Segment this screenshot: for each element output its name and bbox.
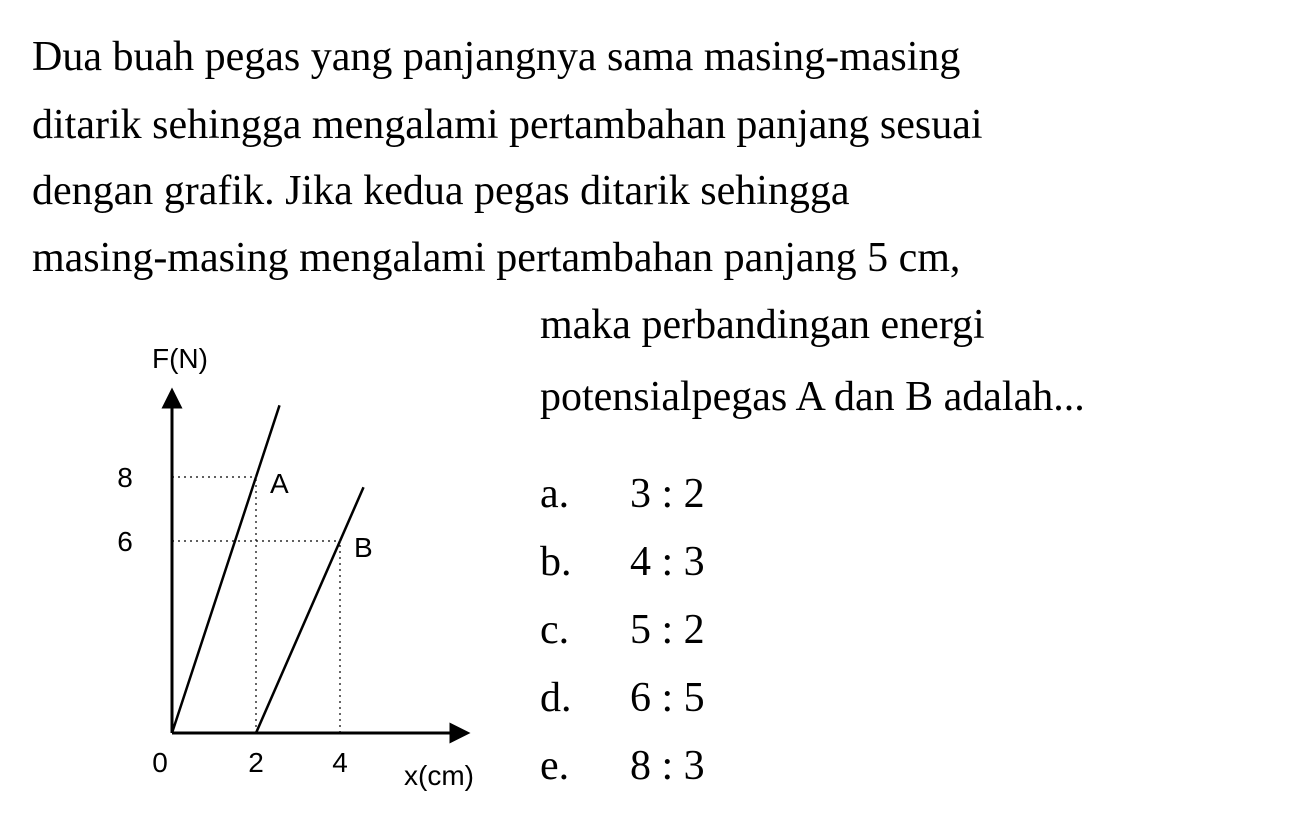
spring-line — [254, 540, 342, 734]
spring-line-extension — [338, 486, 365, 542]
x-tick-label: 4 — [332, 747, 348, 778]
option-text: 6 : 5 — [630, 675, 705, 721]
question-line: dengan grafik. Jika kedua pegas ditarik … — [32, 168, 850, 214]
x-axis-label: x(cm) — [404, 760, 474, 791]
line-label: A — [270, 468, 289, 499]
option-letter: e. — [540, 743, 569, 789]
line-label: B — [354, 532, 373, 563]
question-line: potensialpegas A dan B adalah... — [540, 374, 1085, 420]
option-letter: d. — [540, 675, 572, 721]
spring-line-extension — [254, 404, 281, 478]
y-tick-label: 6 — [117, 526, 133, 557]
option-text: 8 : 3 — [630, 743, 705, 789]
question-line: maka perbandingan energi — [540, 302, 985, 348]
option-letter: c. — [540, 607, 569, 653]
option-text: 3 : 2 — [630, 471, 705, 517]
option-letter: a. — [540, 471, 569, 517]
x-tick-label: 0 — [152, 747, 168, 778]
y-axis-label: F(N) — [152, 343, 208, 374]
question-line: ditarik sehingga mengalami pertambahan p… — [32, 102, 983, 148]
option-text: 5 : 2 — [630, 607, 705, 653]
question-line: Dua buah pegas yang panjangnya sama masi… — [32, 34, 960, 80]
y-tick-label: 8 — [117, 462, 133, 493]
question-line: masing-masing mengalami pertambahan panj… — [32, 235, 960, 281]
x-tick-label: 2 — [248, 747, 264, 778]
spring-line — [170, 476, 258, 734]
option-letter: b. — [540, 539, 572, 585]
option-text: 4 : 3 — [630, 539, 705, 585]
